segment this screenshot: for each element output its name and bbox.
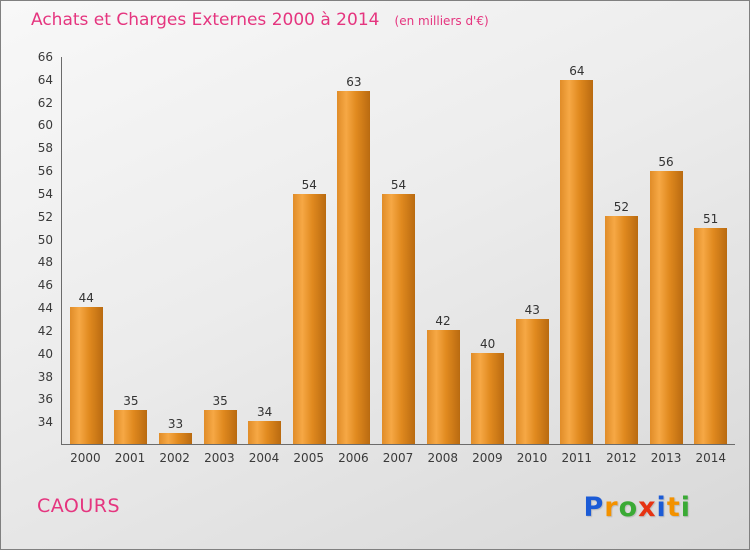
y-tick-label: 38 xyxy=(37,369,53,384)
x-tick-label: 2007 xyxy=(382,451,414,465)
bar-slot: 43 xyxy=(510,57,555,444)
bar-slot: 64 xyxy=(555,57,600,444)
y-tick-label: 66 xyxy=(37,50,53,64)
x-tick-label: 2003 xyxy=(204,451,235,465)
bar xyxy=(649,170,683,444)
bar-chart: 34 36 38 40 42 44 46 48 50 52 54 56 58 60 62 64 66 44 35 3… xyxy=(19,51,735,471)
bar-slot: 54 xyxy=(376,57,421,444)
bar-value-label: 52 xyxy=(613,200,630,215)
logo-letter: i xyxy=(656,492,667,523)
bar-slot: 54 xyxy=(287,57,332,444)
bar-value-label: 51 xyxy=(702,211,719,226)
x-tick-label: 2001 xyxy=(114,451,146,465)
proxiti-logo: Proxiti xyxy=(583,492,691,523)
bar xyxy=(203,409,237,444)
chart-subtitle: (en milliers d'€) xyxy=(394,14,489,28)
logo-letter: x xyxy=(638,492,657,523)
bar xyxy=(560,79,594,444)
y-axis: 34 36 38 40 42 44 46 48 50 52 54 56 58 60 62 64 66 xyxy=(19,51,61,445)
bar-value-label: 34 xyxy=(257,405,273,420)
chart-title: Achats et Charges Externes 2000 à 2014 xyxy=(31,10,380,30)
bar xyxy=(158,432,192,444)
x-tick-label: 2002 xyxy=(159,451,190,465)
bar xyxy=(69,307,103,444)
bar xyxy=(337,91,371,444)
logo-letter: t xyxy=(666,492,681,523)
bar-slot: 42 xyxy=(421,57,466,444)
bar-slot: 35 xyxy=(109,57,154,444)
bar-slot: 40 xyxy=(465,57,510,444)
x-tick-label: 2009 xyxy=(472,451,503,465)
bar-slot: 56 xyxy=(644,57,689,444)
bar xyxy=(471,352,505,444)
bar xyxy=(292,193,326,444)
x-tick-label: 2000 xyxy=(70,451,101,465)
y-tick-label: 36 xyxy=(37,392,53,407)
bar xyxy=(694,227,728,444)
bar-value-label: 40 xyxy=(480,336,496,351)
x-tick-label: 2006 xyxy=(338,451,369,465)
y-tick-label: 52 xyxy=(37,209,53,224)
bar-slot: 51 xyxy=(688,57,733,444)
y-tick-label: 62 xyxy=(37,95,53,110)
x-tick-label: 2005 xyxy=(293,451,324,465)
y-tick-label: 48 xyxy=(37,255,53,270)
bar xyxy=(426,330,460,444)
logo-letter: r xyxy=(604,492,619,523)
logo-letter: i xyxy=(680,492,691,523)
bar-value-label: 63 xyxy=(346,75,362,90)
bar-slot: 52 xyxy=(599,57,644,444)
y-tick-label: 54 xyxy=(37,186,53,201)
bar-value-label: 56 xyxy=(658,154,674,169)
logo-letter: o xyxy=(618,492,639,523)
bar-value-label: 64 xyxy=(569,63,585,78)
bar-value-label: 35 xyxy=(212,393,228,408)
logo-letter: P xyxy=(583,492,605,523)
bar-slot: 44 xyxy=(64,57,109,444)
bar-slot: 34 xyxy=(242,57,287,444)
y-tick-label: 60 xyxy=(37,118,53,133)
y-tick-label: 56 xyxy=(37,164,53,179)
bar xyxy=(248,421,282,444)
bar-value-label: 43 xyxy=(524,302,540,317)
bar xyxy=(381,193,415,444)
x-tick-label: 2011 xyxy=(561,451,592,465)
bar-value-label: 35 xyxy=(123,393,139,408)
y-tick-label: 42 xyxy=(37,323,53,338)
x-axis-labels: 2000 2001 2002 2003 2004 2005 2006 2007 2008 2009… xyxy=(61,445,735,471)
y-tick-label: 64 xyxy=(37,72,53,87)
y-tick-label: 50 xyxy=(37,232,53,247)
bar-slot: 35 xyxy=(198,57,243,444)
x-tick-label: 2012 xyxy=(606,451,637,465)
bar-value-label: 42 xyxy=(435,314,451,329)
bar-value-label: 33 xyxy=(167,416,184,431)
chart-header: Achats et Charges Externes 2000 à 2014 (… xyxy=(31,10,489,30)
x-tick-label: 2014 xyxy=(695,451,727,465)
bar-slot: 63 xyxy=(332,57,377,444)
x-tick-label: 2008 xyxy=(427,451,458,465)
bar-value-label: 54 xyxy=(301,177,317,192)
y-tick-label: 58 xyxy=(37,141,53,156)
y-tick-label: 46 xyxy=(37,278,53,293)
y-tick-label: 40 xyxy=(37,346,53,361)
x-tick-label: 2013 xyxy=(650,451,682,465)
bar-slot: 33 xyxy=(153,57,198,444)
bar-value-label: 44 xyxy=(78,291,94,306)
x-tick-label: 2010 xyxy=(516,451,548,465)
y-tick-label: 34 xyxy=(37,415,53,430)
x-tick-label: 2004 xyxy=(248,451,280,465)
y-tick-label: 44 xyxy=(37,301,53,316)
company-name: CAOURS xyxy=(37,495,121,517)
bar xyxy=(114,409,148,444)
bar xyxy=(604,216,638,444)
plot-area: 44 35 33 35 34 54 63 54 42 40 43 64 52 56 51 xyxy=(61,57,735,445)
bar-value-label: 54 xyxy=(390,177,407,192)
bar xyxy=(515,318,549,444)
